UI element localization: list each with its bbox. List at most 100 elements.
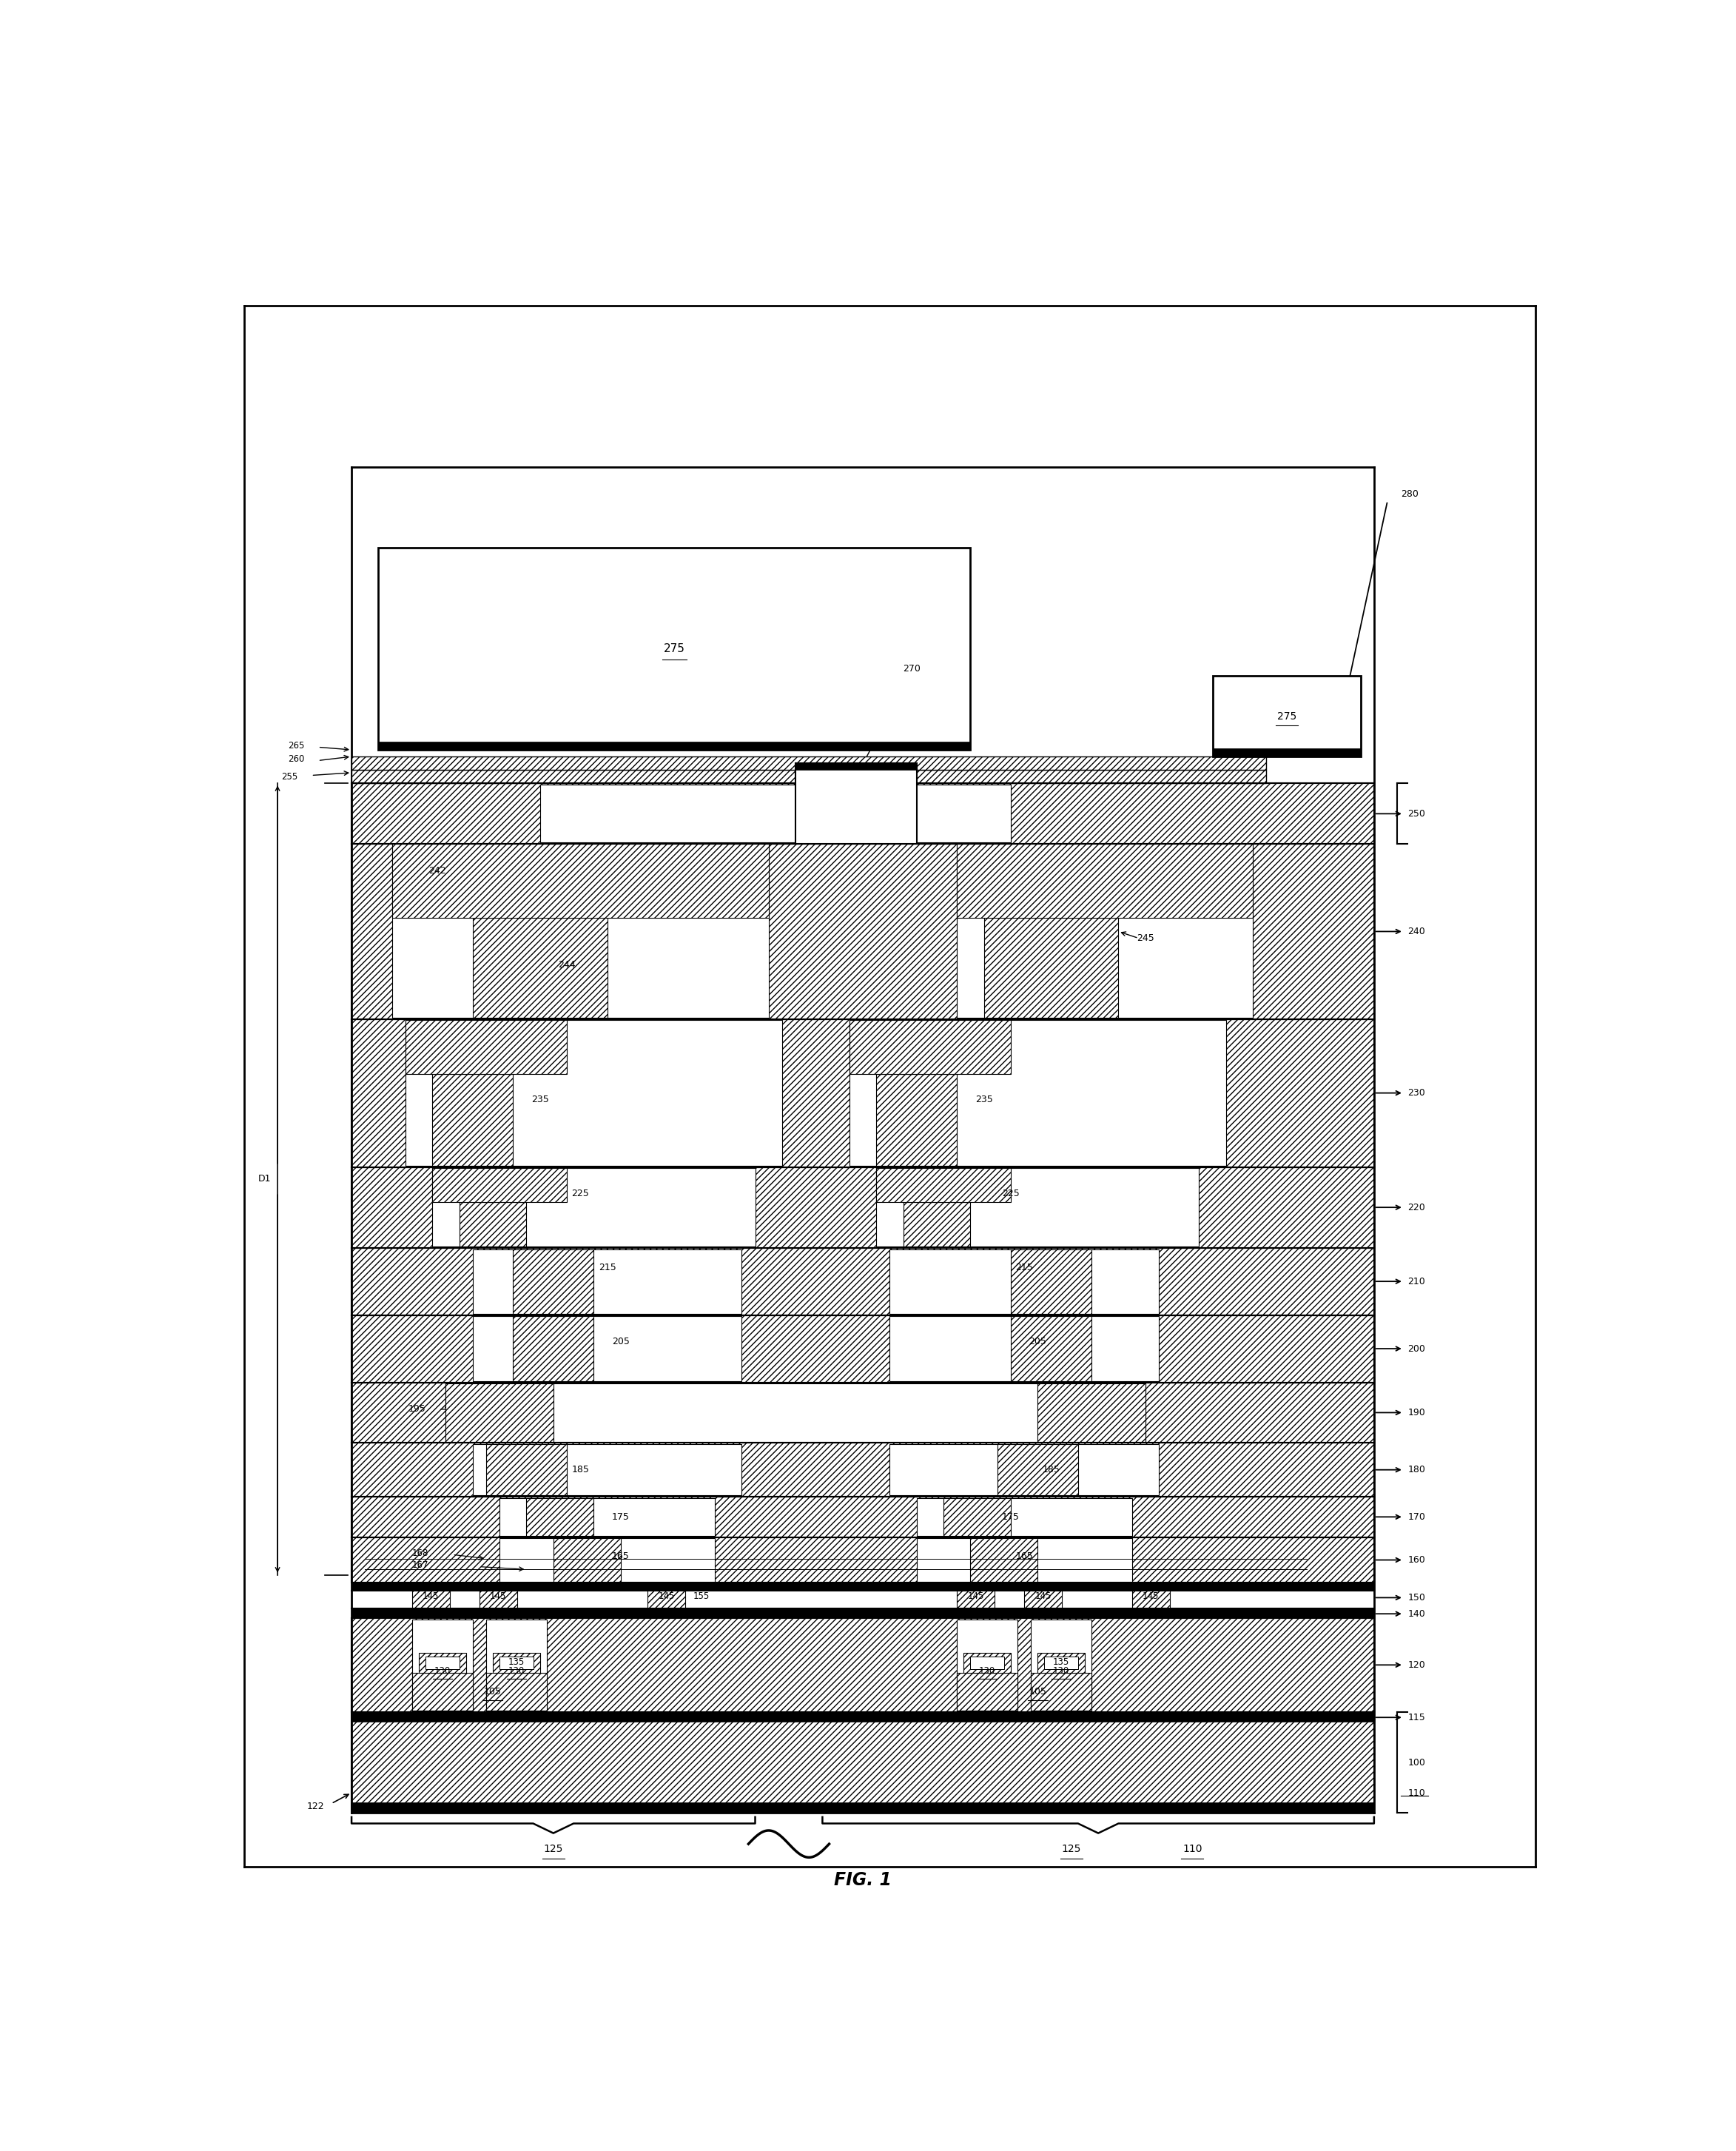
Bar bbox=[404, 1020, 781, 1166]
Bar bbox=[446, 1383, 554, 1441]
Text: 200: 200 bbox=[1408, 1344, 1425, 1353]
Bar bbox=[378, 742, 970, 751]
Text: 205: 205 bbox=[1029, 1338, 1047, 1347]
Bar bbox=[378, 549, 970, 751]
Text: 280: 280 bbox=[1401, 488, 1418, 499]
Bar bbox=[351, 1712, 1375, 1721]
Text: 100: 100 bbox=[1408, 1757, 1425, 1768]
Bar bbox=[392, 845, 769, 1017]
Text: 255: 255 bbox=[281, 772, 299, 781]
Text: 130: 130 bbox=[979, 1667, 995, 1676]
Text: 244: 244 bbox=[557, 959, 576, 970]
Text: 250: 250 bbox=[1408, 809, 1425, 820]
Text: 115: 115 bbox=[1408, 1712, 1425, 1723]
Text: 165: 165 bbox=[611, 1551, 630, 1562]
Bar bbox=[486, 1620, 547, 1710]
Bar bbox=[418, 1652, 465, 1673]
Bar bbox=[351, 1020, 1375, 1168]
Bar bbox=[411, 1673, 472, 1710]
Text: 110: 110 bbox=[1408, 1787, 1425, 1798]
Bar bbox=[903, 1202, 970, 1245]
Bar bbox=[351, 1583, 1375, 1592]
Text: 105: 105 bbox=[484, 1686, 502, 1697]
Bar bbox=[877, 1168, 1010, 1202]
Bar bbox=[957, 1620, 1017, 1710]
Text: 130: 130 bbox=[509, 1667, 524, 1676]
Bar bbox=[351, 1618, 1375, 1712]
Text: 175: 175 bbox=[611, 1512, 630, 1521]
Bar bbox=[944, 1497, 1010, 1536]
Text: 235: 235 bbox=[976, 1095, 993, 1103]
Text: 135: 135 bbox=[509, 1658, 524, 1667]
Bar bbox=[351, 1803, 1375, 1813]
Bar bbox=[351, 1314, 1375, 1383]
Text: 190: 190 bbox=[1408, 1407, 1425, 1418]
Bar bbox=[351, 1443, 1375, 1497]
Bar bbox=[996, 1443, 1078, 1495]
Bar bbox=[877, 1073, 957, 1166]
Bar bbox=[1031, 1620, 1092, 1710]
Text: 170: 170 bbox=[1408, 1512, 1425, 1521]
Bar bbox=[404, 1020, 566, 1073]
Bar bbox=[351, 783, 1375, 843]
Text: 242: 242 bbox=[429, 867, 446, 875]
Text: 145: 145 bbox=[1142, 1592, 1160, 1600]
Bar bbox=[1024, 1583, 1062, 1609]
Text: 275: 275 bbox=[663, 643, 686, 654]
Text: D1: D1 bbox=[259, 1174, 271, 1183]
Text: 165: 165 bbox=[1016, 1551, 1033, 1562]
Bar bbox=[1212, 675, 1361, 757]
Text: 145: 145 bbox=[658, 1592, 675, 1600]
Text: 130: 130 bbox=[1054, 1667, 1069, 1676]
Text: 270: 270 bbox=[903, 665, 920, 673]
Bar bbox=[957, 1583, 995, 1609]
Text: 205: 205 bbox=[611, 1338, 630, 1347]
Bar bbox=[648, 1583, 686, 1609]
Bar bbox=[957, 845, 1253, 1017]
Bar bbox=[1132, 1583, 1170, 1609]
Text: 245: 245 bbox=[1137, 934, 1154, 942]
Bar bbox=[351, 770, 1267, 783]
Bar bbox=[351, 757, 1267, 770]
Text: 155: 155 bbox=[693, 1592, 710, 1600]
Text: 260: 260 bbox=[288, 755, 304, 764]
Bar bbox=[970, 1538, 1038, 1581]
Text: 145: 145 bbox=[422, 1592, 439, 1600]
Text: 265: 265 bbox=[288, 740, 304, 751]
Bar bbox=[432, 1168, 755, 1245]
Bar bbox=[458, 1202, 526, 1245]
Bar bbox=[1038, 1652, 1085, 1673]
Bar bbox=[1045, 1656, 1078, 1669]
Text: 105: 105 bbox=[1029, 1686, 1047, 1697]
Text: 140: 140 bbox=[1408, 1609, 1425, 1618]
Bar bbox=[351, 1609, 1375, 1618]
Text: 195: 195 bbox=[408, 1405, 425, 1413]
Bar bbox=[351, 1538, 1375, 1583]
Bar bbox=[472, 1250, 741, 1314]
Text: 225: 225 bbox=[571, 1190, 589, 1198]
Bar bbox=[514, 1250, 594, 1314]
Bar bbox=[526, 1497, 594, 1536]
Text: 180: 180 bbox=[1408, 1465, 1425, 1476]
Bar bbox=[891, 1250, 1160, 1314]
Bar bbox=[849, 1020, 1226, 1166]
Bar bbox=[877, 1168, 1200, 1245]
Bar bbox=[970, 1656, 1003, 1669]
Text: 120: 120 bbox=[1408, 1661, 1425, 1669]
Bar bbox=[963, 1652, 1010, 1673]
Bar bbox=[425, 1656, 458, 1669]
Bar bbox=[1010, 1316, 1092, 1381]
Bar bbox=[486, 1443, 566, 1495]
Bar bbox=[432, 1168, 566, 1202]
Text: FIG. 1: FIG. 1 bbox=[833, 1871, 892, 1889]
Text: 135: 135 bbox=[1054, 1658, 1069, 1667]
Text: 210: 210 bbox=[1408, 1276, 1425, 1286]
Bar bbox=[351, 843, 1375, 1020]
Bar bbox=[891, 1443, 1160, 1495]
Bar bbox=[446, 1383, 1146, 1441]
Text: 145: 145 bbox=[490, 1592, 507, 1600]
Text: 175: 175 bbox=[1002, 1512, 1019, 1521]
Bar bbox=[351, 1168, 1375, 1248]
Bar bbox=[984, 916, 1118, 1017]
Text: 215: 215 bbox=[1016, 1263, 1033, 1273]
